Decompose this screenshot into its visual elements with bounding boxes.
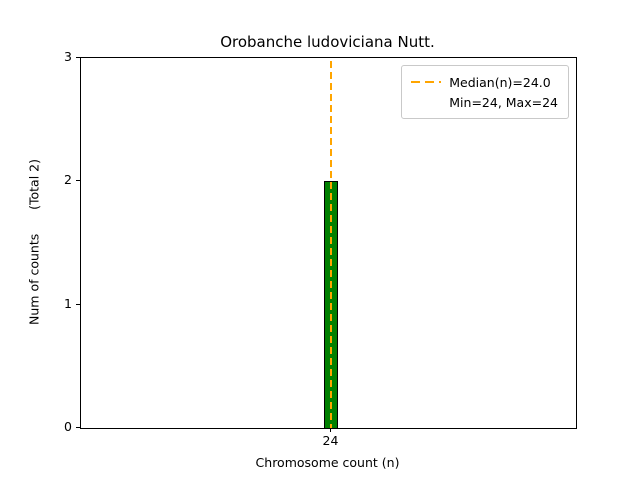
y-axis-label: Num of counts (Total 2) <box>26 159 42 325</box>
ytick-label-1: 1 <box>64 296 72 311</box>
legend-swatch-spacer <box>411 101 441 104</box>
ytick-mark-0 <box>76 427 80 428</box>
ytick-mark-1 <box>76 304 80 305</box>
legend: Median(n)=24.0 Min=24, Max=24 <box>401 65 569 119</box>
chart-title: Orobanche ludoviciana Nutt. <box>220 33 435 51</box>
legend-label-minmax: Min=24, Max=24 <box>449 94 558 110</box>
ytick-label-2: 2 <box>64 172 72 187</box>
x-axis-label: Chromosome count (n) <box>255 455 400 470</box>
median-dashed-line-swatch <box>411 80 442 84</box>
legend-row-minmax: Min=24, Max=24 <box>411 92 558 112</box>
median-vline <box>330 61 332 428</box>
ytick-mark-3 <box>76 57 80 58</box>
legend-row-median: Median(n)=24.0 <box>411 72 558 92</box>
xtick-label-24: 24 <box>322 433 339 448</box>
ytick-label-0: 0 <box>64 419 72 434</box>
ytick-label-3: 3 <box>64 49 72 64</box>
legend-label-median: Median(n)=24.0 <box>449 74 551 90</box>
ytick-mark-2 <box>76 180 80 181</box>
xtick-mark-24 <box>330 428 331 432</box>
plot-area: Median(n)=24.0 Min=24, Max=24 <box>80 57 577 429</box>
